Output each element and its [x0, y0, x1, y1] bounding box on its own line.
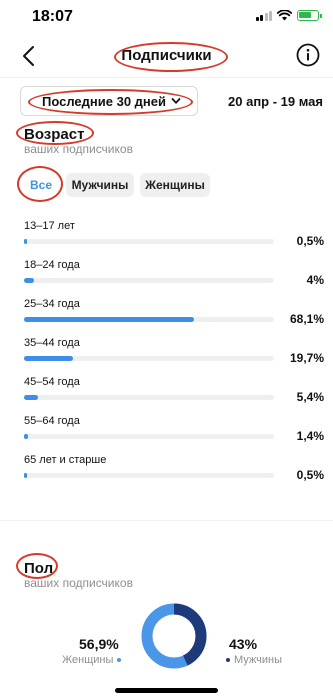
age-row-label: 25–34 года — [24, 298, 80, 310]
age-row-track — [24, 434, 274, 439]
back-button[interactable] — [16, 42, 44, 70]
age-row-value: 4% — [306, 273, 324, 287]
age-row-track — [24, 356, 274, 361]
age-row-track — [24, 317, 274, 322]
age-row-bar — [24, 473, 27, 478]
donut-segment-male — [141, 603, 207, 669]
gender-breakdown: 56,9% Женщины 43% Мужчины — [0, 600, 333, 670]
battery-charging-icon — [297, 10, 322, 21]
segment-men[interactable]: Мужчины — [66, 173, 134, 197]
age-row-bar — [24, 395, 38, 400]
age-row: 13–17 лет 0,5% — [24, 220, 324, 256]
female-legend: Женщины — [62, 654, 122, 666]
age-section-subtitle: ваших подписчиков — [24, 142, 133, 156]
age-row-label: 55–64 года — [24, 415, 80, 427]
gender-donut-chart — [141, 603, 207, 669]
male-label: Мужчины — [234, 654, 283, 666]
status-bar: 18:07 — [0, 0, 333, 34]
male-legend: Мужчины — [226, 654, 282, 666]
age-row-bar — [24, 434, 28, 439]
cellular-signal-icon — [255, 10, 272, 21]
age-row-label: 65 лет и старше — [24, 454, 107, 466]
age-row: 35–44 года 19,7% — [24, 337, 324, 373]
age-row: 18–24 года 4% — [24, 259, 324, 295]
age-row-value: 0,5% — [296, 234, 324, 248]
age-row-bar — [24, 317, 195, 322]
navigation-bar: Подписчики — [0, 34, 333, 78]
age-row-label: 45–54 года — [24, 376, 80, 388]
age-row-track — [24, 395, 274, 400]
annotation-circle — [114, 42, 228, 72]
age-row-label: 35–44 года — [24, 337, 80, 349]
age-row-value: 5,4% — [296, 390, 324, 404]
annotation-circle — [28, 89, 193, 115]
age-row: 55–64 года 1,4% — [24, 415, 324, 451]
female-dot-icon — [117, 658, 122, 662]
age-row-value: 1,4% — [296, 429, 324, 443]
annotation-circle — [16, 553, 58, 579]
status-time: 18:07 — [32, 8, 73, 25]
male-percentage: 43% — [229, 636, 258, 652]
section-divider — [0, 520, 333, 521]
gender-section-subtitle: ваших подписчиков — [24, 576, 133, 590]
female-label: Женщины — [62, 654, 114, 666]
age-row-track — [24, 473, 274, 478]
annotation-circle — [16, 121, 94, 145]
age-row-value: 19,7% — [289, 351, 324, 365]
age-row-bar — [24, 239, 27, 244]
age-row-track — [24, 278, 274, 283]
age-row: 45–54 года 5,4% — [24, 376, 324, 412]
info-icon[interactable] — [295, 42, 321, 68]
period-filter-row: Последние 30 дней 20 апр - 19 мая — [0, 84, 333, 118]
age-row-label: 18–24 года — [24, 259, 80, 271]
age-row-bar — [24, 278, 34, 283]
date-range: 20 апр - 19 мая — [228, 94, 323, 109]
home-indicator — [115, 688, 218, 693]
segment-women[interactable]: Женщины — [140, 173, 210, 197]
male-dot-icon — [226, 658, 230, 662]
female-percentage: 56,9% — [79, 636, 119, 652]
age-row-bar — [24, 356, 74, 361]
wifi-icon — [277, 10, 292, 21]
age-row-value: 0,5% — [296, 468, 324, 482]
status-icons — [255, 10, 322, 21]
age-row-value: 68,1% — [289, 312, 324, 326]
age-row: 65 лет и старше 0,5% — [24, 454, 324, 490]
age-row: 25–34 года 68,1% — [24, 298, 324, 334]
annotation-circle — [17, 166, 63, 202]
age-row-label: 13–17 лет — [24, 220, 75, 232]
age-row-track — [24, 239, 274, 244]
